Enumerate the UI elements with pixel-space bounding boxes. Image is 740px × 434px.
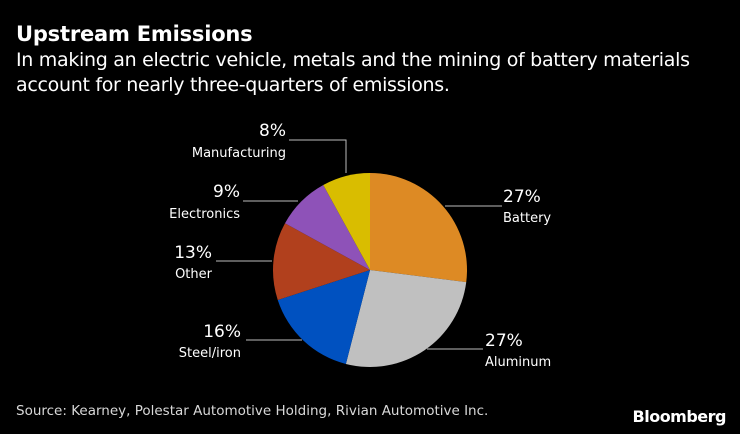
data-label-percent: 9% <box>213 182 240 202</box>
slice-label-group: 13% Other <box>174 243 272 282</box>
data-label-category: Manufacturing <box>192 146 286 161</box>
slice-label-group: 8% Manufacturing <box>192 121 347 173</box>
data-label-category: Battery <box>503 211 551 226</box>
data-label-percent: 16% <box>203 322 241 342</box>
pie-slice-electronics <box>284 184 370 270</box>
data-label-category: Aluminum <box>485 355 551 370</box>
data-label-category: Other <box>175 267 213 282</box>
data-label-percent: 8% <box>259 121 286 141</box>
pie-slice-battery <box>370 173 468 283</box>
leader-line <box>289 139 347 173</box>
pie-slice-steel-iron <box>277 270 370 364</box>
data-label-percent: 27% <box>485 331 523 351</box>
slice-label-group: 27% Aluminum <box>427 331 551 370</box>
data-label-percent: 27% <box>503 187 541 207</box>
source-note: Source: Kearney, Polestar Automotive Hol… <box>16 403 489 419</box>
data-label-category: Electronics <box>169 207 240 222</box>
slice-label-group: 16% Steel/iron <box>179 322 302 361</box>
data-label-category: Steel/iron <box>179 346 241 361</box>
chart-subtitle: In making an electric vehicle, metals an… <box>16 49 690 96</box>
pie-slice-manufacturing <box>323 173 370 270</box>
data-label-percent: 13% <box>174 243 212 263</box>
bloomberg-logo: Bloomberg <box>632 407 727 426</box>
pie-slice-other <box>273 223 370 300</box>
pie-slice-aluminum <box>345 270 467 367</box>
slice-label-group: 27% Battery <box>445 187 551 226</box>
slice-label-group: 9% Electronics <box>169 182 298 222</box>
chart-title: Upstream Emissions <box>16 22 253 46</box>
